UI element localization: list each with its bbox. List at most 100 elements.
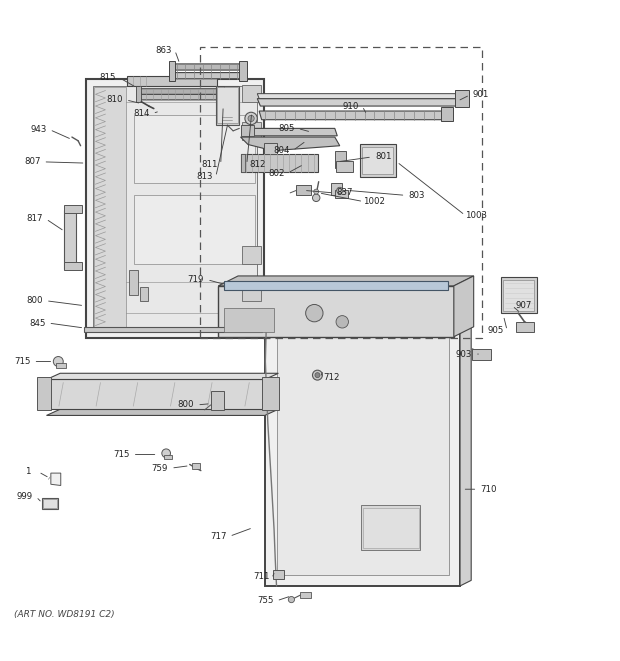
Bar [277,325,449,575]
Bar [217,87,238,124]
Polygon shape [241,155,245,172]
Bar [136,86,141,102]
Circle shape [312,370,322,380]
Circle shape [315,373,320,377]
Text: eReplacementParts.com: eReplacementParts.com [216,317,404,332]
Bar [64,206,82,213]
Polygon shape [51,473,61,485]
Bar [331,183,342,196]
Bar [127,75,217,86]
Polygon shape [46,373,278,379]
Bar [242,122,261,139]
Bar [37,377,51,410]
Bar [242,85,261,102]
Bar [242,246,261,264]
Bar [501,277,537,313]
Bar [164,455,172,459]
Bar [265,315,460,586]
Text: 711: 711 [254,572,270,580]
Text: 910: 910 [343,102,359,110]
Polygon shape [46,409,278,416]
Bar [239,61,247,81]
Circle shape [245,112,257,125]
Text: 812: 812 [250,160,266,169]
Polygon shape [257,94,458,98]
Text: 863: 863 [156,46,172,55]
Text: 715: 715 [14,357,30,366]
Bar [169,61,175,81]
Bar [84,327,262,332]
Bar [300,592,311,598]
Bar [129,270,138,295]
Text: 1003: 1003 [465,211,487,219]
Polygon shape [242,70,245,73]
Bar [296,186,311,196]
Polygon shape [218,276,474,286]
Polygon shape [460,309,471,586]
Text: 810: 810 [107,95,123,104]
Text: 719: 719 [188,275,204,284]
Bar [361,506,420,550]
Circle shape [337,187,343,194]
Bar [241,155,318,172]
Circle shape [336,315,348,328]
Bar [262,377,279,410]
Text: 817: 817 [27,214,43,223]
Polygon shape [242,128,337,136]
Bar [134,115,255,183]
Polygon shape [170,64,174,73]
Text: 1: 1 [25,467,30,477]
Polygon shape [218,286,454,336]
Text: 807: 807 [24,157,40,167]
Bar [273,570,284,578]
Bar [200,46,482,338]
Polygon shape [224,281,448,290]
Circle shape [312,194,320,202]
Text: 800: 800 [27,296,43,305]
Text: 712: 712 [323,373,339,382]
Text: 1002: 1002 [363,197,386,206]
Text: 800: 800 [178,401,194,409]
Text: 837: 837 [337,188,353,198]
Bar [336,161,353,172]
Circle shape [248,116,254,122]
Bar [192,463,200,469]
Bar [335,190,348,198]
Bar [503,280,534,311]
Bar [93,86,257,330]
Text: 815: 815 [100,73,116,82]
Text: 803: 803 [409,191,425,200]
Bar [242,284,261,301]
Text: 814: 814 [133,109,149,118]
Text: 907: 907 [515,301,531,310]
Bar [64,210,76,268]
Polygon shape [454,276,474,336]
Polygon shape [140,89,222,95]
Circle shape [162,449,170,457]
Bar [363,508,419,547]
Text: 804: 804 [273,146,290,155]
Text: 801: 801 [375,153,391,161]
Circle shape [53,356,63,366]
Polygon shape [257,98,460,106]
Text: 755: 755 [257,596,273,605]
Text: 903: 903 [456,350,472,358]
Text: 805: 805 [278,124,294,133]
Bar [264,143,277,155]
Bar [216,86,239,125]
Bar [140,287,148,301]
Bar [516,322,534,332]
Text: 811: 811 [202,160,218,169]
Text: 717: 717 [210,532,226,541]
Bar [362,147,393,175]
Bar [42,498,58,509]
Text: 710: 710 [480,485,497,494]
Bar [56,363,66,368]
Bar [86,79,264,338]
Text: 715: 715 [113,450,130,459]
Polygon shape [170,64,245,70]
Bar [441,107,453,121]
Bar [211,391,224,410]
Bar [241,125,254,136]
Bar [64,262,82,270]
